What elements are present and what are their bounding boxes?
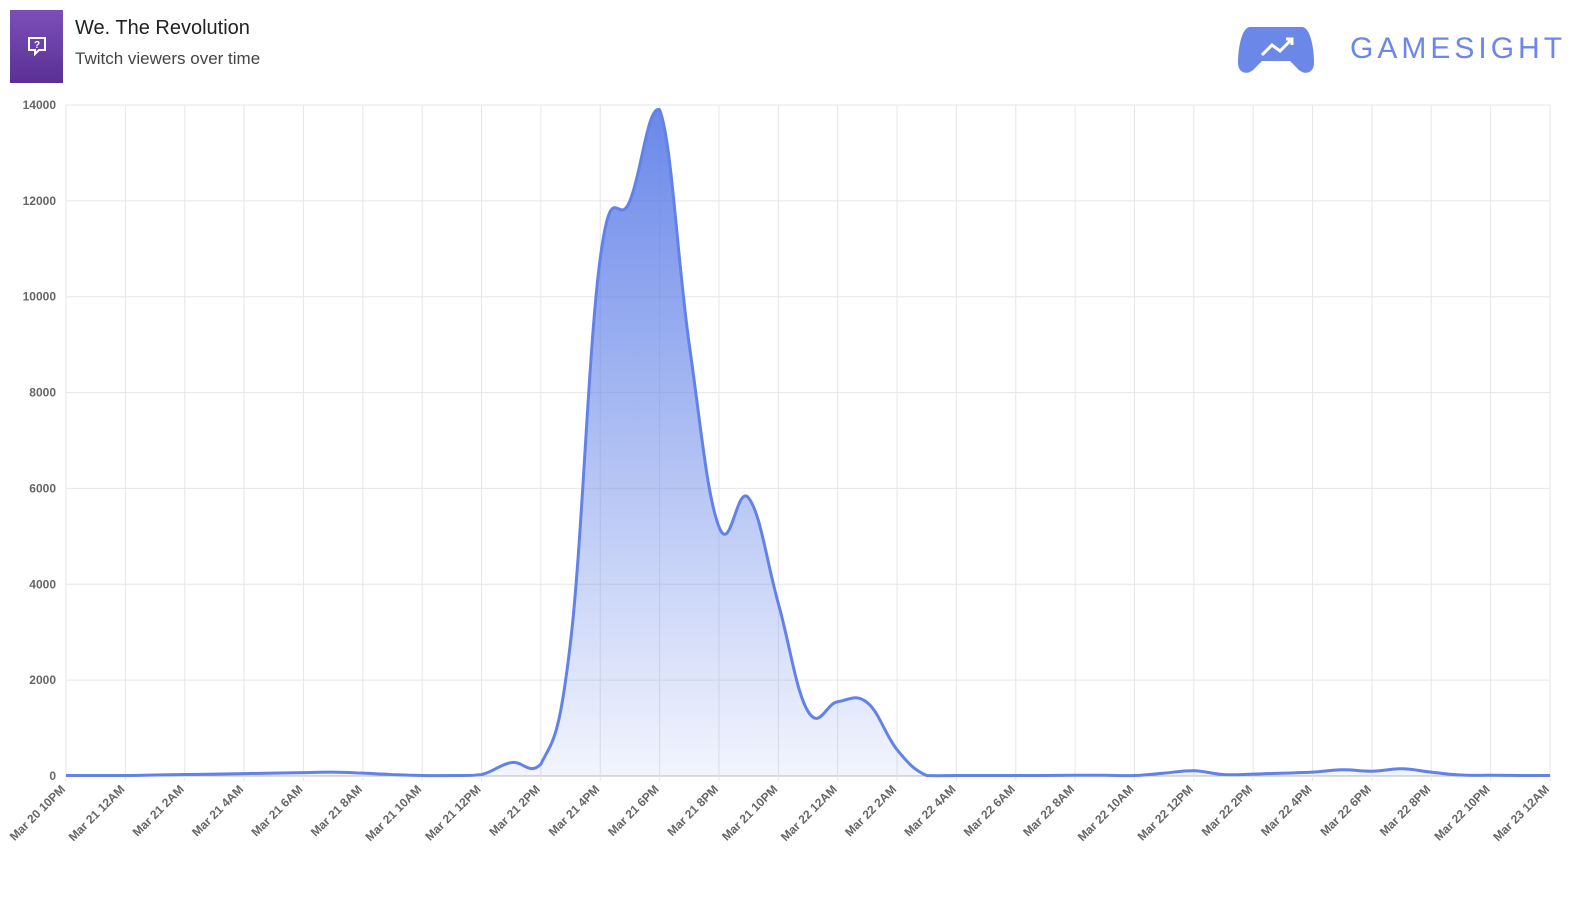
- area-fill: [66, 109, 1550, 777]
- x-tick-label: Mar 21 4PM: [546, 782, 603, 839]
- y-tick-label: 10000: [23, 290, 57, 304]
- x-tick-label: Mar 21 6PM: [605, 782, 662, 839]
- x-tick-label: Mar 20 10PM: [7, 782, 68, 843]
- x-tick-label: Mar 21 12AM: [66, 782, 128, 844]
- x-tick-label: Mar 21 10AM: [362, 782, 424, 844]
- title: We. The Revolution: [75, 17, 250, 39]
- x-tick-label: Mar 22 2AM: [842, 782, 899, 839]
- x-tick-label: Mar 22 8PM: [1377, 782, 1434, 839]
- x-tick-label: Mar 21 6AM: [248, 782, 305, 839]
- brand-logo: [1238, 27, 1314, 73]
- brand-name: GAMESIGHT: [1350, 32, 1567, 65]
- x-tick-label: Mar 21 4AM: [189, 782, 246, 839]
- x-tick-label: Mar 22 2PM: [1199, 782, 1256, 839]
- game-icon: ?: [10, 10, 63, 83]
- svg-text:?: ?: [34, 40, 40, 51]
- y-tick-label: 12000: [23, 194, 57, 208]
- x-tick-label: Mar 21 2PM: [486, 782, 543, 839]
- x-tick-label: Mar 22 4AM: [901, 782, 958, 839]
- y-tick-label: 6000: [29, 481, 56, 495]
- x-tick-label: Mar 23 12AM: [1490, 782, 1552, 844]
- x-tick-label: Mar 21 8PM: [664, 782, 721, 839]
- y-tick-label: 8000: [29, 386, 56, 400]
- x-tick-label: Mar 22 12AM: [778, 782, 840, 844]
- x-tick-label: Mar 22 10AM: [1075, 782, 1137, 844]
- x-tick-label: Mar 21 8AM: [308, 782, 365, 839]
- x-tick-label: Mar 21 10PM: [719, 782, 780, 843]
- x-tick-label: Mar 21 2AM: [130, 782, 187, 839]
- y-tick-label: 0: [49, 769, 56, 783]
- x-tick-label: Mar 22 6PM: [1317, 782, 1374, 839]
- y-tick-label: 4000: [29, 577, 56, 591]
- line: [66, 108, 1551, 778]
- y-tick-label: 2000: [29, 673, 56, 687]
- x-tick-label: Mar 22 6AM: [961, 782, 1018, 839]
- subtitle: Twitch viewers over time: [75, 49, 261, 68]
- x-tick-label: Mar 21 12PM: [422, 782, 483, 843]
- x-tick-label: Mar 22 8AM: [1020, 782, 1077, 839]
- x-tick-label: Mar 22 10PM: [1431, 782, 1492, 843]
- x-tick-label: Mar 22 12PM: [1135, 782, 1196, 843]
- x-tick-label: Mar 22 4PM: [1258, 782, 1315, 839]
- y-tick-label: 14000: [23, 98, 57, 112]
